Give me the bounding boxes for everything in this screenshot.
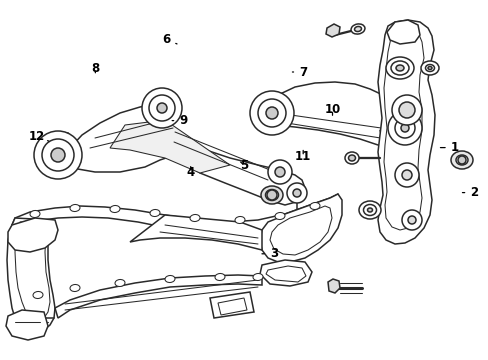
Ellipse shape xyxy=(309,202,319,210)
Polygon shape xyxy=(209,292,253,318)
Circle shape xyxy=(274,167,285,177)
Ellipse shape xyxy=(115,279,125,287)
Ellipse shape xyxy=(190,215,200,221)
Circle shape xyxy=(401,170,411,180)
Ellipse shape xyxy=(30,211,40,217)
Polygon shape xyxy=(55,275,262,318)
Circle shape xyxy=(149,95,175,121)
Polygon shape xyxy=(48,104,305,205)
Ellipse shape xyxy=(425,64,434,72)
Circle shape xyxy=(387,111,421,145)
Polygon shape xyxy=(260,194,341,262)
Circle shape xyxy=(266,190,276,200)
Circle shape xyxy=(34,131,82,179)
Ellipse shape xyxy=(274,212,285,220)
Text: 5: 5 xyxy=(240,159,248,172)
Ellipse shape xyxy=(252,274,263,280)
Ellipse shape xyxy=(354,27,361,32)
Polygon shape xyxy=(130,215,262,250)
Circle shape xyxy=(394,118,414,138)
Text: 4: 4 xyxy=(186,166,194,179)
Ellipse shape xyxy=(235,216,244,224)
Polygon shape xyxy=(110,120,229,173)
Circle shape xyxy=(51,148,65,162)
Polygon shape xyxy=(12,194,337,234)
Circle shape xyxy=(267,160,291,184)
Polygon shape xyxy=(377,20,434,244)
Text: 2: 2 xyxy=(462,186,477,199)
Ellipse shape xyxy=(450,151,472,169)
Ellipse shape xyxy=(345,152,358,164)
Ellipse shape xyxy=(363,204,376,216)
Text: 8: 8 xyxy=(91,62,99,75)
Text: 10: 10 xyxy=(324,103,340,116)
Polygon shape xyxy=(6,310,48,340)
Ellipse shape xyxy=(358,201,380,219)
Circle shape xyxy=(249,91,293,135)
Text: 6: 6 xyxy=(162,33,177,46)
Polygon shape xyxy=(325,24,339,37)
Circle shape xyxy=(265,107,278,119)
Circle shape xyxy=(394,163,418,187)
Ellipse shape xyxy=(215,274,224,280)
Text: 1: 1 xyxy=(440,141,458,154)
Polygon shape xyxy=(8,218,58,252)
Ellipse shape xyxy=(265,189,278,201)
Polygon shape xyxy=(379,130,419,158)
Polygon shape xyxy=(7,218,55,332)
Circle shape xyxy=(401,210,421,230)
Circle shape xyxy=(457,156,465,164)
Circle shape xyxy=(258,99,285,127)
Ellipse shape xyxy=(385,57,413,79)
Circle shape xyxy=(407,216,415,224)
Ellipse shape xyxy=(110,206,120,212)
Ellipse shape xyxy=(390,61,408,75)
Circle shape xyxy=(42,139,74,171)
Ellipse shape xyxy=(33,292,43,298)
Ellipse shape xyxy=(70,284,80,292)
Text: 3: 3 xyxy=(262,247,277,260)
Polygon shape xyxy=(258,82,414,148)
Polygon shape xyxy=(260,260,311,286)
Ellipse shape xyxy=(348,155,355,161)
Ellipse shape xyxy=(395,65,403,71)
Ellipse shape xyxy=(420,61,438,75)
Ellipse shape xyxy=(455,155,467,165)
Ellipse shape xyxy=(427,67,431,69)
Text: 12: 12 xyxy=(28,130,49,143)
Ellipse shape xyxy=(164,275,175,283)
Ellipse shape xyxy=(350,24,364,34)
Polygon shape xyxy=(327,279,339,293)
Ellipse shape xyxy=(70,204,80,212)
Text: 9: 9 xyxy=(172,114,187,127)
Circle shape xyxy=(292,189,301,197)
Circle shape xyxy=(400,124,408,132)
Text: 7: 7 xyxy=(292,66,306,78)
Polygon shape xyxy=(386,20,419,44)
Ellipse shape xyxy=(261,186,283,204)
Circle shape xyxy=(142,88,182,128)
Ellipse shape xyxy=(367,208,372,212)
Circle shape xyxy=(157,103,167,113)
Circle shape xyxy=(398,102,414,118)
Ellipse shape xyxy=(150,210,160,216)
Circle shape xyxy=(391,95,421,125)
Circle shape xyxy=(286,183,306,203)
Text: 11: 11 xyxy=(294,150,311,163)
